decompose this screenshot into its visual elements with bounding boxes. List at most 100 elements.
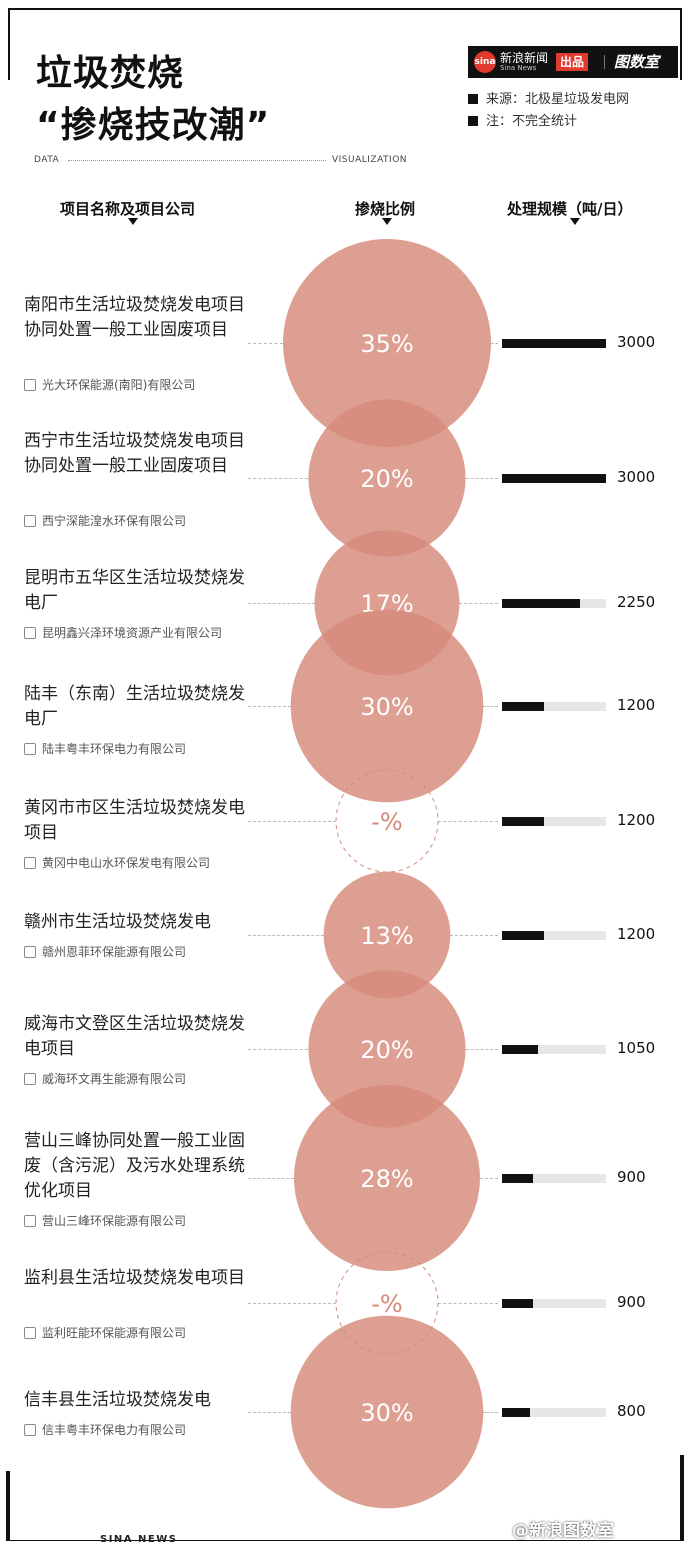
row-company: 赣州恩菲环保能源有限公司 <box>24 943 186 960</box>
row-project-name: 监利县生活垃圾焚烧发电项目 <box>24 1268 245 1288</box>
capacity-bar-track <box>502 1045 606 1054</box>
row-project-name: 陆丰（东南）生活垃圾焚烧发电厂 <box>24 684 245 729</box>
row-company: 监利旺能环保能源有限公司 <box>24 1324 186 1341</box>
corner-bottom-left <box>6 1471 10 1541</box>
leader-line <box>248 935 324 936</box>
ratio-label: 30% <box>360 1399 413 1427</box>
capacity-bar <box>502 1174 534 1183</box>
row-company: 信丰粤丰环保电力有限公司 <box>24 1421 186 1438</box>
row-project-name: 信丰县生活垃圾焚烧发电 <box>24 1390 211 1410</box>
capacity-bar <box>502 474 606 483</box>
building-icon <box>24 857 36 869</box>
capacity-value: 1050 <box>617 1039 656 1057</box>
building-icon <box>24 1073 36 1085</box>
leader-line <box>248 603 315 604</box>
brand-name-en: Sina News <box>500 64 537 72</box>
leader-line <box>248 1303 336 1304</box>
building-icon <box>24 1327 36 1339</box>
leader-line <box>248 1178 294 1179</box>
capacity-bar <box>502 1045 539 1054</box>
ratio-label: 13% <box>360 922 413 950</box>
brand-logo: sina 新浪新闻 Sina News 出品 图数室 <box>468 46 678 78</box>
disclaimer-note: 注：不完全统计 <box>468 110 577 129</box>
ratio-bubble <box>323 871 451 999</box>
capacity-bar-track <box>502 1408 606 1417</box>
row-project-name: 威海市文登区生活垃圾焚烧发电项目 <box>24 1014 245 1059</box>
leader-line <box>438 821 498 822</box>
capacity-bar-track <box>502 931 606 940</box>
capacity-bar <box>502 1408 530 1417</box>
building-icon <box>24 946 36 958</box>
ratio-bubble <box>335 769 439 873</box>
capacity-value: 900 <box>617 1293 646 1311</box>
building-icon <box>24 1424 36 1436</box>
ratio-bubble <box>335 1251 439 1355</box>
row-project-name: 西宁市生活垃圾焚烧发电项目协同处置一般工业固废项目 <box>24 431 245 476</box>
ratio-bubble <box>308 970 466 1128</box>
data-visualization-divider <box>68 160 326 161</box>
building-icon <box>24 379 36 391</box>
leader-line <box>491 343 498 344</box>
capacity-bar <box>502 1299 534 1308</box>
ratio-label: -% <box>371 808 402 836</box>
capacity-bar-track <box>502 339 606 348</box>
building-icon <box>24 515 36 527</box>
capacity-bar-track <box>502 1299 606 1308</box>
visualization-label: VISUALIZATION <box>332 155 408 165</box>
ratio-label: 30% <box>360 693 413 721</box>
leader-line <box>248 478 309 479</box>
capacity-bar <box>502 599 580 608</box>
capacity-bar <box>502 931 544 940</box>
capacity-bar <box>502 702 544 711</box>
row-company: 营山三峰环保能源有限公司 <box>24 1212 186 1229</box>
brand-separator <box>604 55 605 69</box>
capacity-bar-track <box>502 599 606 608</box>
capacity-bar-track <box>502 474 606 483</box>
ratio-label: 28% <box>360 1165 413 1193</box>
leader-line <box>459 603 498 604</box>
capacity-value: 3000 <box>617 333 656 351</box>
frame-top-border <box>8 8 682 10</box>
ratio-label: 20% <box>360 1036 413 1064</box>
ratio-bubble <box>290 1315 484 1509</box>
leader-line <box>248 821 336 822</box>
capacity-value: 900 <box>617 1168 646 1186</box>
row-project-name: 南阳市生活垃圾焚烧发电项目协同处置一般工业固废项目 <box>24 295 245 340</box>
leader-line <box>248 1049 309 1050</box>
column-header-capacity: 处理规模（吨/日） <box>507 200 633 218</box>
ratio-label: 20% <box>360 465 413 493</box>
capacity-bar <box>502 339 606 348</box>
leader-line <box>483 706 498 707</box>
leader-line <box>480 1178 498 1179</box>
ratio-label: -% <box>371 1290 402 1318</box>
row-company: 陆丰粤丰环保电力有限公司 <box>24 740 186 757</box>
ratio-bubble <box>283 239 491 447</box>
page-title-line1: 垃圾焚烧 <box>36 53 185 94</box>
bottom-border <box>8 1540 682 1541</box>
column-header-project: 项目名称及项目公司 <box>60 200 196 218</box>
brand-badge: 出品 <box>556 53 589 71</box>
row-project-name: 黄冈市市区生活垃圾焚烧发电项目 <box>24 798 245 843</box>
square-bullet-icon <box>468 94 478 104</box>
square-bullet-icon <box>468 116 478 126</box>
capacity-value: 1200 <box>617 925 656 943</box>
capacity-value: 800 <box>617 1402 646 1420</box>
frame-right-border <box>680 8 682 80</box>
leader-line <box>248 1412 291 1413</box>
footer-watermark: @新浪图数室 <box>512 1521 614 1541</box>
triangle-down-icon <box>128 218 138 225</box>
capacity-value: 2250 <box>617 593 656 611</box>
source-note: 来源：北极星垃圾发电网 <box>468 88 629 107</box>
frame-left-border <box>8 8 10 80</box>
row-company: 黄冈中电山水环保发电有限公司 <box>24 854 210 871</box>
ratio-bubble <box>294 1085 480 1271</box>
capacity-bar-track <box>502 1174 606 1183</box>
leader-line <box>450 935 498 936</box>
studio-logo: 图数室 <box>614 53 660 71</box>
capacity-value: 1200 <box>617 811 656 829</box>
page-title-line2: “掺烧技改潮” <box>36 105 271 146</box>
triangle-down-icon <box>570 218 580 225</box>
capacity-bar-track <box>502 702 606 711</box>
capacity-bar <box>502 817 544 826</box>
